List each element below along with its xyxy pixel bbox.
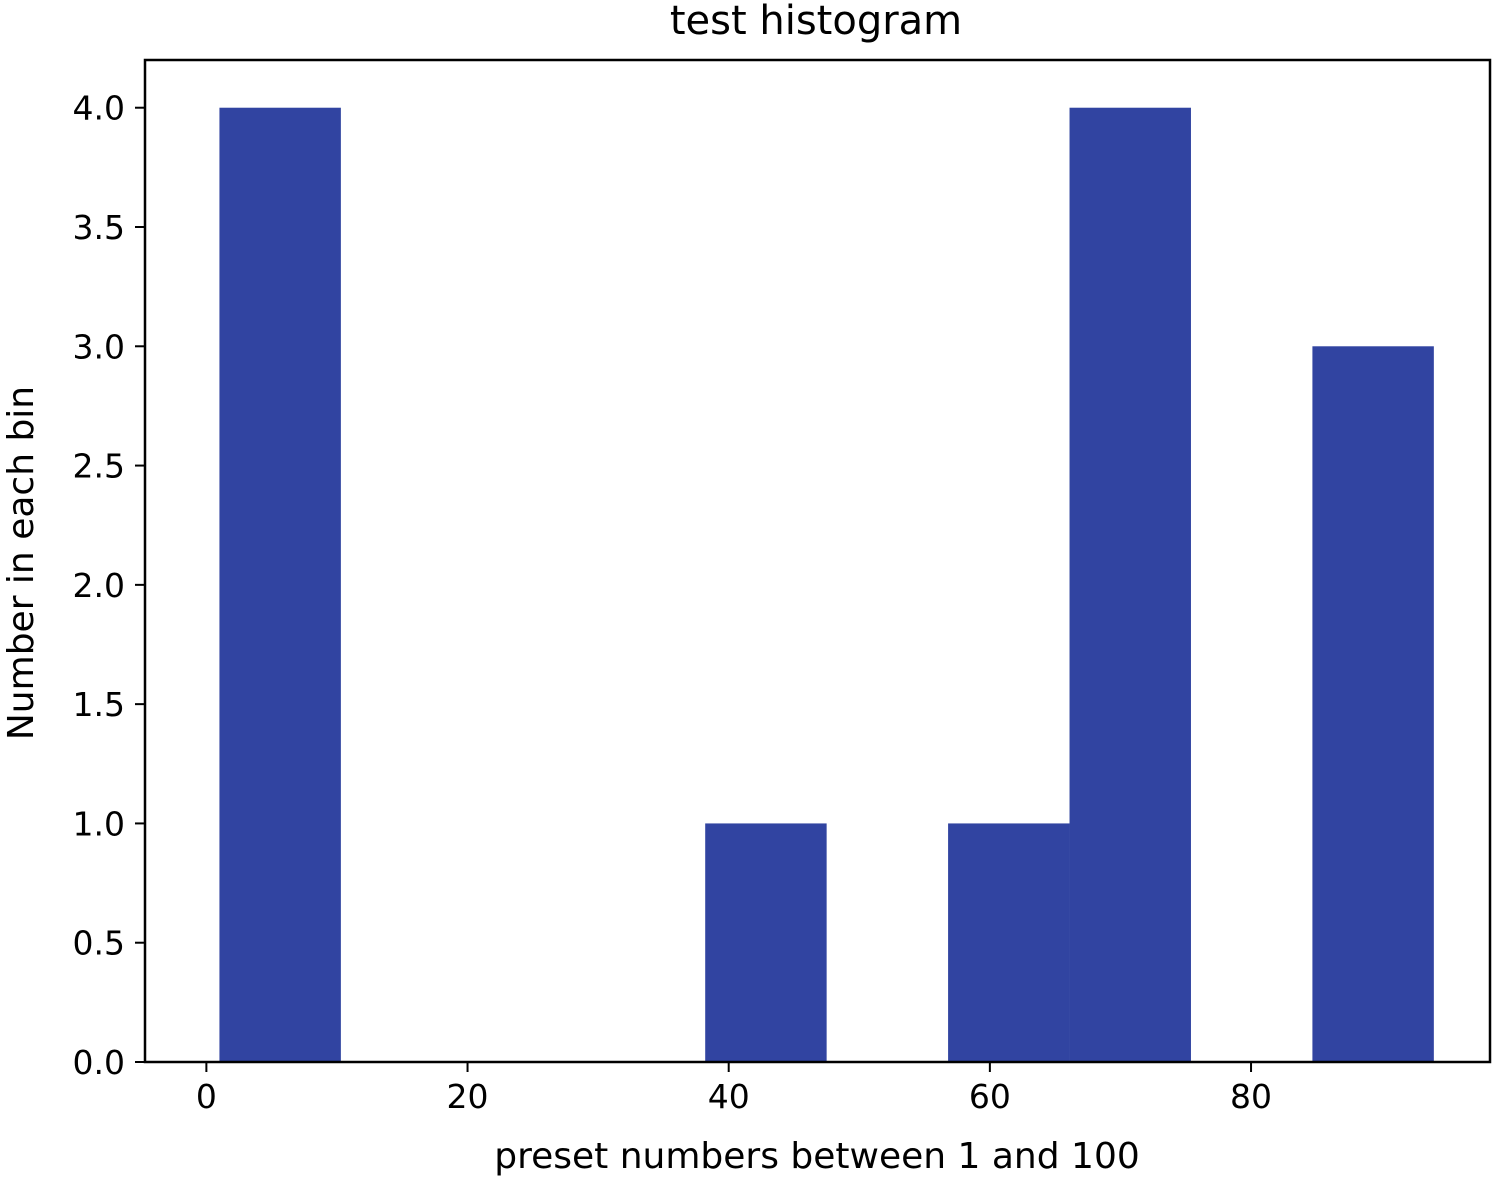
x-tick-label: 40	[708, 1077, 750, 1116]
y-axis-title: Number in each bin	[1, 386, 42, 740]
plot-frame	[143, 58, 1492, 1064]
x-tick-label: 0	[196, 1077, 217, 1116]
x-tick-label: 20	[447, 1077, 489, 1116]
y-tick-label: 1.5	[73, 685, 125, 724]
x-axis-title: preset numbers between 1 and 100	[494, 1136, 1140, 1177]
y-tick-label: 0.5	[73, 924, 125, 963]
histogram-bar-4	[705, 823, 827, 1062]
ticks-group: 0 20 40 60 80 0.0 0.5 1.0 1.5 2.0 2.5 3.0 3.5 4.0	[73, 89, 1273, 1116]
histogram-bar-7	[1069, 107, 1191, 1062]
y-tick-label: 4.0	[73, 89, 125, 128]
y-tick-label: 2.0	[73, 566, 125, 605]
y-tick-label: 3.5	[73, 208, 125, 247]
histogram-bar-6	[948, 823, 1070, 1062]
bars-group	[219, 107, 1434, 1062]
histogram-bar-9	[1312, 346, 1434, 1062]
chart-title: test histogram	[670, 0, 962, 44]
x-tick-label: 60	[969, 1077, 1011, 1116]
histogram-bar-0	[219, 107, 341, 1062]
y-tick-label: 3.0	[73, 327, 125, 366]
y-tick-label: 0.0	[73, 1043, 125, 1082]
y-tick-label: 2.5	[73, 447, 125, 486]
x-tick-label: 80	[1230, 1077, 1272, 1116]
y-tick-label: 1.0	[73, 804, 125, 843]
